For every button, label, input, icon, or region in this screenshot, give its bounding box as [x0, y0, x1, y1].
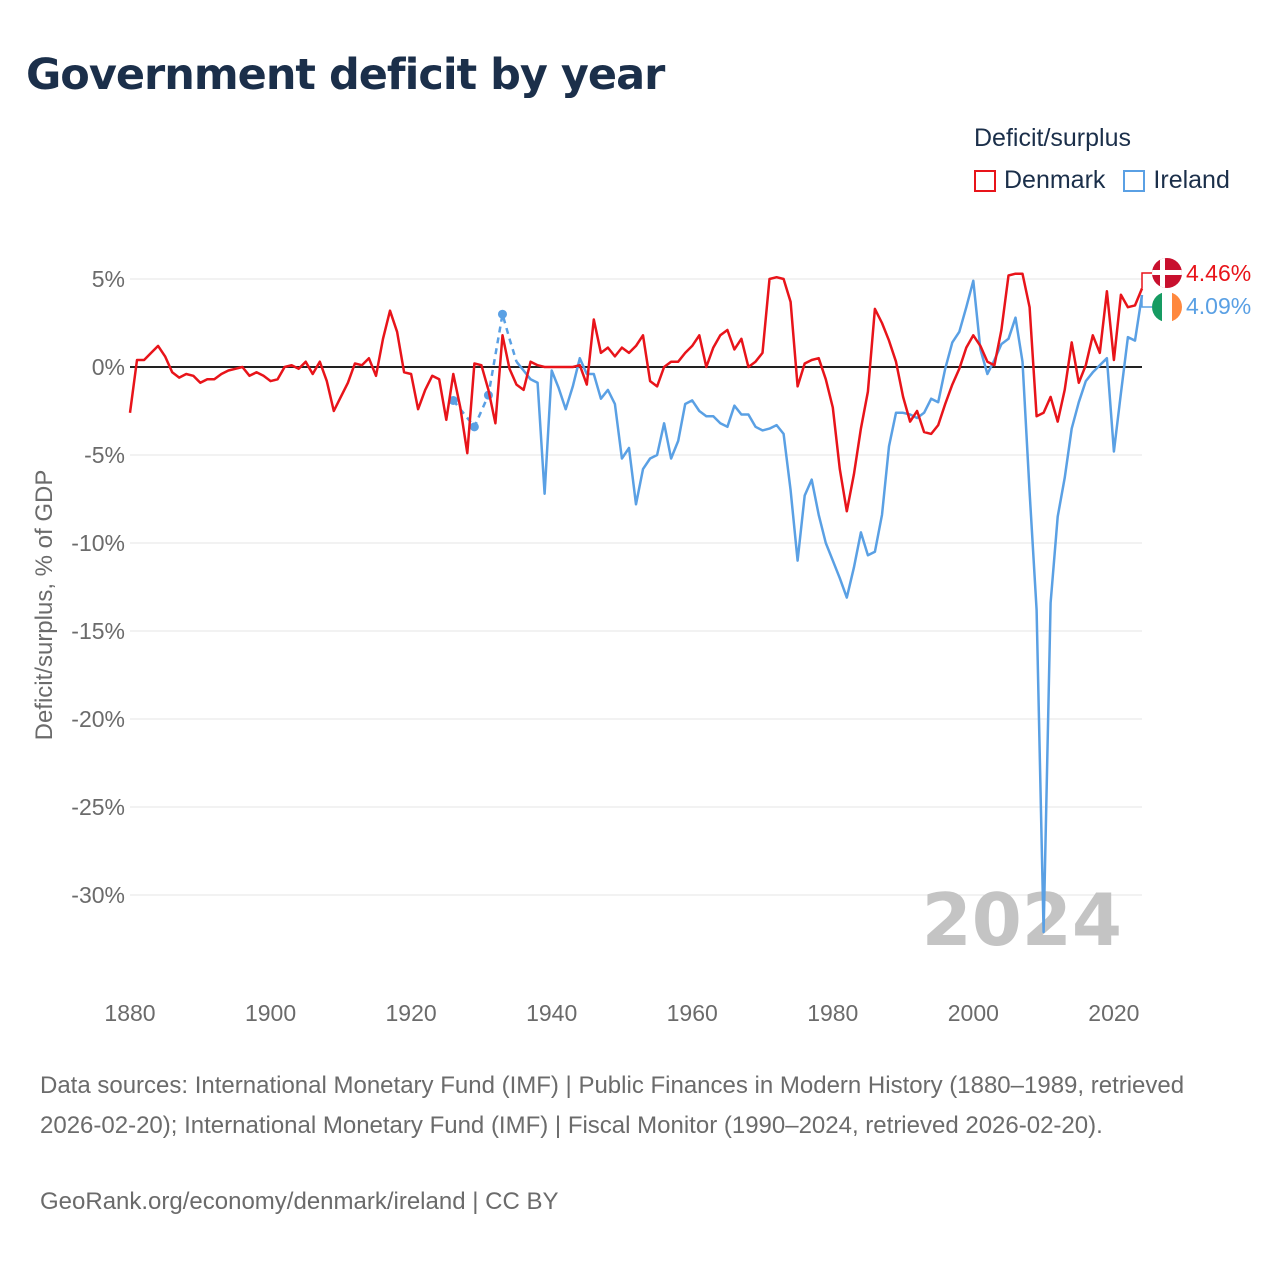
attribution[interactable]: GeoRank.org/economy/denmark/ireland | CC… [40, 1188, 559, 1215]
legend-item-ireland[interactable]: Ireland [1123, 166, 1230, 195]
data-point-ireland [448, 395, 458, 405]
x-tick-label: 2020 [1088, 1000, 1139, 1026]
year-watermark: 2024 [922, 878, 1122, 962]
y-tick-label: 0% [92, 354, 125, 380]
y-tick-label: -10% [71, 530, 125, 556]
data-sources: Data sources: International Monetary Fun… [40, 1072, 1185, 1139]
y-axis-label: Deficit/surplus, % of GDP [31, 470, 58, 741]
x-tick-label: 1940 [526, 1000, 577, 1026]
x-tick-label: 1960 [667, 1000, 718, 1026]
series-line-denmark [128, 272, 1144, 513]
ireland-flag-icon [1152, 292, 1182, 322]
data-point-ireland [497, 309, 507, 319]
y-tick-label: -30% [71, 882, 125, 908]
series-line-ireland-dashed [452, 313, 518, 430]
connector-denmark [1141, 272, 1152, 289]
y-tick-label: -25% [71, 794, 125, 820]
legend-label-denmark: Denmark [1004, 166, 1106, 194]
legend-swatch-denmark [974, 169, 996, 192]
x-tick-label: 1900 [245, 1000, 296, 1026]
data-point-ireland [469, 422, 479, 432]
x-tick-label: 1880 [104, 1000, 155, 1026]
denmark-flag-icon [1152, 258, 1182, 288]
y-tick-label: 5% [92, 266, 125, 292]
ireland-end-label: 4.09% [1186, 293, 1251, 319]
series-line-ireland [515, 279, 1144, 934]
legend-label-ireland: Ireland [1153, 166, 1230, 194]
y-tick-label: -5% [84, 442, 125, 468]
legend: Denmark Ireland [974, 166, 1248, 195]
legend-swatch-ireland [1123, 169, 1146, 192]
chart: 5% 0% -5% -10% -15% -20% -25% -30% 1880 1900 1920 1… [31, 258, 1251, 1026]
denmark-end-label: 4.46% [1186, 260, 1251, 286]
x-tick-label: 1920 [386, 1000, 437, 1026]
x-tick-label: 2000 [948, 1000, 999, 1026]
x-tick-label: 1980 [807, 1000, 858, 1026]
connector-ireland [1141, 295, 1152, 308]
legend-item-denmark[interactable]: Denmark [974, 166, 1105, 195]
legend-title: Deficit/surplus [974, 124, 1131, 152]
chart-title: Government deficit by year [26, 50, 665, 100]
y-tick-label: -15% [71, 618, 125, 644]
y-tick-label: -20% [71, 706, 125, 732]
